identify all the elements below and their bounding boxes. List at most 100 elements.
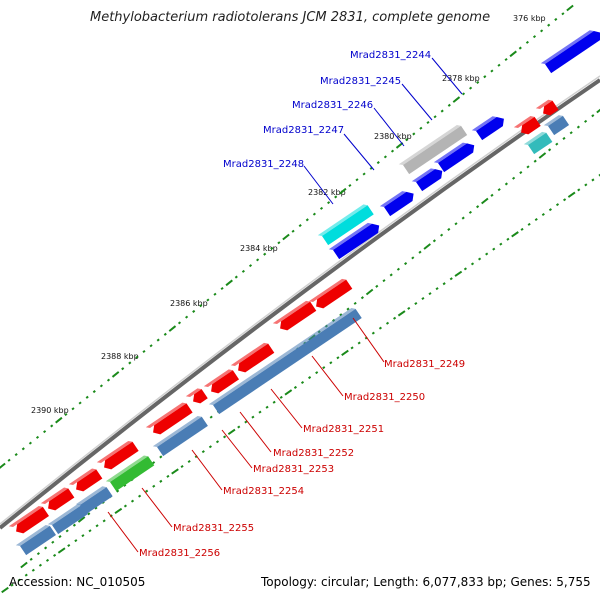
gene-shape[interactable] <box>416 166 445 192</box>
gene-shape[interactable] <box>213 308 362 415</box>
gene-shape[interactable] <box>322 205 374 246</box>
gene-feature-mrad2831-2247[interactable] <box>411 164 446 193</box>
gene-shape[interactable] <box>384 189 417 217</box>
gene-shape[interactable] <box>528 132 553 155</box>
gene-shape[interactable] <box>45 488 75 513</box>
gene-shape[interactable] <box>101 441 139 472</box>
gene-feature-right-steel[interactable] <box>543 113 570 136</box>
tick-mark <box>237 425 241 429</box>
gene-shape[interactable] <box>13 506 49 536</box>
gene-feature-steel-4[interactable] <box>47 502 88 535</box>
gene-shape[interactable] <box>476 114 507 141</box>
tick-mark <box>376 161 380 165</box>
tick-mark <box>168 325 177 332</box>
gene-feature-right-red-1[interactable] <box>513 114 541 138</box>
tick-mark <box>357 341 361 345</box>
tick-mark <box>548 148 552 152</box>
gene-shape[interactable] <box>235 343 275 375</box>
tick-mark <box>223 435 227 439</box>
gene-shape[interactable] <box>80 487 113 515</box>
gene-label[interactable]: Mrad2831_2253 <box>253 464 334 475</box>
tick-mark <box>180 464 184 468</box>
gene-feature-mrad2831-2248[interactable] <box>317 203 374 247</box>
gene-shape[interactable] <box>150 403 193 437</box>
gene-label[interactable]: Mrad2831_2247 <box>263 125 344 136</box>
gene-shape[interactable] <box>190 389 208 406</box>
tick-mark <box>185 315 189 319</box>
gene-shape[interactable] <box>333 221 382 260</box>
gene-feature-steel-5[interactable] <box>15 523 56 556</box>
tick-mark <box>440 233 444 237</box>
gene-label[interactable]: Mrad2831_2245 <box>320 76 401 87</box>
gene-label[interactable]: Mrad2831_2249 <box>384 359 465 370</box>
tick-mark <box>534 217 538 221</box>
gene-shape[interactable] <box>52 504 88 535</box>
gene-feature-mrad2831-2252[interactable] <box>185 387 208 408</box>
gene-feature-mrad2831-2256[interactable] <box>8 504 49 537</box>
gene-feature-mrad2831-2254[interactable] <box>96 439 139 474</box>
gene-feature-mrad2831-2244[interactable] <box>471 112 507 142</box>
tick-mark <box>220 286 224 291</box>
tick-mark <box>225 279 233 287</box>
gene-feature-steel-2[interactable] <box>152 414 208 457</box>
gene-shape[interactable] <box>157 416 208 457</box>
gene-feature-right-red-2[interactable] <box>535 98 559 120</box>
tick-mark <box>353 301 357 305</box>
gene-feature-mrad2831-2255b[interactable] <box>40 486 75 515</box>
gene-feature-mrad2831-2245[interactable] <box>398 123 468 175</box>
tick-mark <box>591 114 595 118</box>
gene-label[interactable]: Mrad2831_2252 <box>273 448 354 459</box>
gene-shape[interactable] <box>20 525 56 556</box>
gene-shape[interactable] <box>518 116 541 137</box>
gene-feature-mrad2831-2251[interactable] <box>203 368 240 398</box>
tick-mark <box>234 275 238 279</box>
gene-feature-mrad2831-2246[interactable] <box>433 138 477 174</box>
gene-feature-mrad2831-2248b[interactable] <box>328 218 382 260</box>
gene-feature-mrad2831-2253[interactable] <box>145 401 193 439</box>
tick-mark <box>397 310 406 317</box>
gene-feature-mrad2831-2243[interactable] <box>540 26 600 75</box>
tick-label: 2386 kbp <box>170 299 208 308</box>
tick-mark <box>57 547 66 554</box>
gene-bevel <box>308 278 347 302</box>
gene-shape[interactable] <box>277 301 317 333</box>
gene-label[interactable]: Mrad2831_2248 <box>223 159 304 170</box>
gene-shape[interactable] <box>313 279 353 311</box>
gene-label[interactable]: Mrad2831_2250 <box>344 392 425 403</box>
tick-mark <box>555 203 560 207</box>
gene-shape[interactable] <box>110 456 155 492</box>
gene-feature-right-teal[interactable] <box>523 130 553 156</box>
gene-features <box>8 26 600 556</box>
gene-feature-mrad2831-2250[interactable] <box>230 341 275 377</box>
gene-label[interactable]: Mrad2831_2254 <box>223 486 304 497</box>
gene-label[interactable]: Mrad2831_2256 <box>139 548 220 559</box>
label-leaders <box>107 57 463 553</box>
gene-shape[interactable] <box>548 115 570 136</box>
gene-shape[interactable] <box>438 141 477 173</box>
tick-mark <box>87 512 91 516</box>
tick-mark <box>362 172 366 176</box>
gene-feature-steel-long[interactable] <box>208 306 362 415</box>
gene-feature-mrad2831-2249b[interactable] <box>272 299 317 335</box>
gene-feature-mrad2831-2249[interactable] <box>308 277 353 313</box>
tick-mark <box>50 424 54 428</box>
gene-shape[interactable] <box>73 469 103 494</box>
gene-label[interactable]: Mrad2831_2251 <box>303 424 384 435</box>
tick-mark <box>227 428 236 436</box>
tick-mark <box>375 284 379 288</box>
gene-shape[interactable] <box>540 100 559 119</box>
gene-feature-green[interactable] <box>105 454 155 493</box>
gene-shape[interactable] <box>545 28 600 74</box>
gene-feature-mrad2831-2255[interactable] <box>68 467 103 496</box>
tick-label: 2378 kbp <box>442 74 480 83</box>
accession-text: Accession: NC_010505 <box>9 575 145 589</box>
gene-label[interactable]: Mrad2831_2255 <box>173 523 254 534</box>
gene-shape[interactable] <box>403 125 468 175</box>
gene-feature-mrad2831-2247b[interactable] <box>379 187 417 218</box>
gene-feature-steel-3[interactable] <box>75 485 113 516</box>
gene-bevel <box>68 468 97 485</box>
gene-label[interactable]: Mrad2831_2246 <box>292 100 373 111</box>
tick-mark <box>1 586 9 594</box>
gene-label[interactable]: Mrad2831_2244 <box>350 50 431 61</box>
gene-shape[interactable] <box>208 370 240 396</box>
